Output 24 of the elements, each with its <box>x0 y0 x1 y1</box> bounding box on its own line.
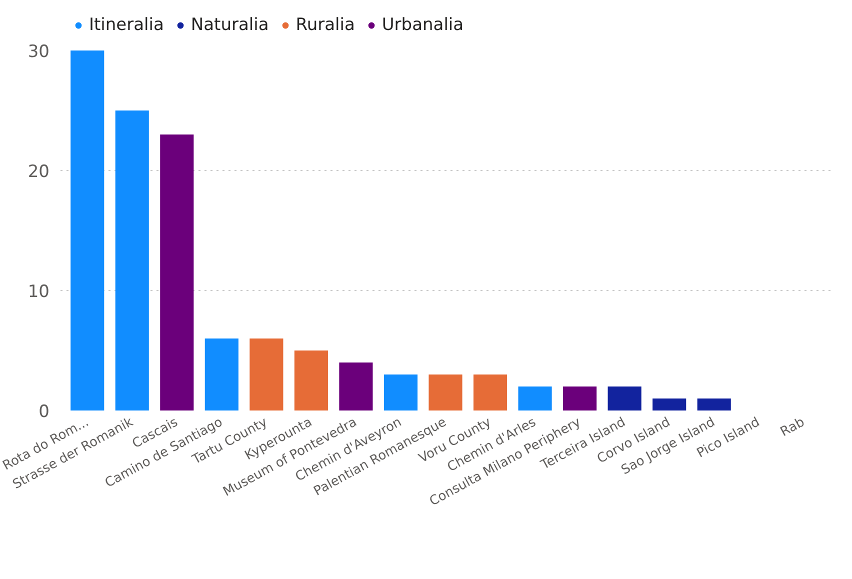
bar <box>115 110 149 410</box>
bar <box>204 338 238 410</box>
bar <box>652 398 686 410</box>
bar <box>294 350 328 410</box>
bar <box>518 386 552 410</box>
y-tick-label: 0 <box>38 402 50 422</box>
bar <box>250 338 284 410</box>
bar <box>428 374 462 410</box>
bar <box>563 386 597 410</box>
y-tick-label: 20 <box>28 162 50 182</box>
legend-label: Urbanalia <box>382 15 464 35</box>
bar <box>473 374 508 410</box>
legend-label: Ruralia <box>296 15 355 35</box>
legend-label: Naturalia <box>190 15 269 35</box>
bar <box>70 50 104 410</box>
x-tick-label: Rab <box>778 414 808 440</box>
legend-label: Itineralia <box>89 15 164 35</box>
bar <box>608 386 642 410</box>
bar <box>384 374 418 410</box>
bar <box>339 362 373 410</box>
bar <box>697 398 731 410</box>
y-tick-label: 30 <box>28 42 50 62</box>
y-tick-label: 10 <box>28 282 50 302</box>
bar <box>160 134 194 410</box>
